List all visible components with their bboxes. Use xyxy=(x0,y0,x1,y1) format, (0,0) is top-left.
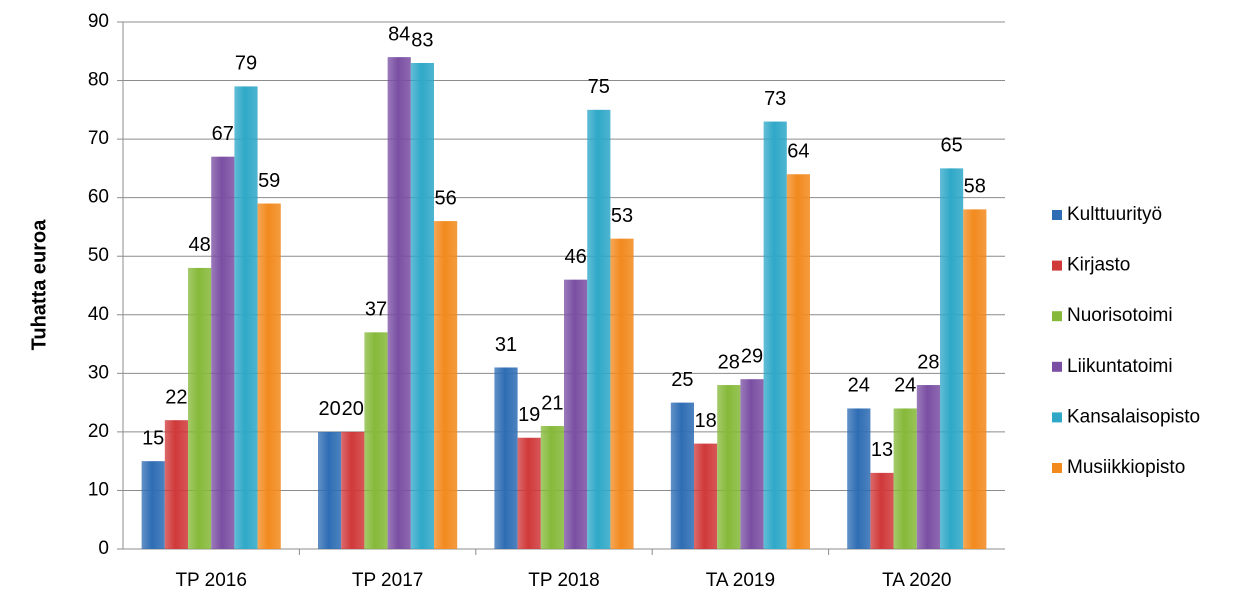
bar xyxy=(387,57,411,550)
bar xyxy=(740,379,764,549)
bar xyxy=(364,332,388,549)
legend-label: Musiikkiopisto xyxy=(1067,457,1185,478)
y-tick-label: 40 xyxy=(88,304,109,325)
y-tick-label: 90 xyxy=(88,11,109,32)
y-tick-label: 0 xyxy=(98,538,109,559)
data-label: 24 xyxy=(894,375,916,397)
data-label: 73 xyxy=(764,88,786,110)
bar xyxy=(141,461,165,549)
bar xyxy=(517,437,541,549)
data-label: 64 xyxy=(787,141,809,163)
legend-label: Kirjasto xyxy=(1067,255,1130,276)
y-tick-label: 10 xyxy=(88,479,109,500)
bar xyxy=(694,443,718,549)
legend-label: Nuorisotoimi xyxy=(1067,305,1173,326)
bar xyxy=(318,431,342,549)
data-label: 20 xyxy=(342,398,364,420)
legend-swatch xyxy=(1052,311,1062,322)
bar xyxy=(341,431,365,549)
bar xyxy=(410,62,434,549)
bar xyxy=(940,168,964,549)
data-label: 79 xyxy=(235,53,257,75)
data-label: 75 xyxy=(588,76,610,98)
bar xyxy=(494,367,518,549)
data-label: 20 xyxy=(318,398,340,420)
data-label: 65 xyxy=(940,135,962,157)
y-tick-label: 80 xyxy=(88,70,109,91)
data-label: 31 xyxy=(495,334,517,356)
data-label: 67 xyxy=(212,123,234,145)
bar xyxy=(717,385,741,549)
bar xyxy=(257,203,281,549)
legend-swatch xyxy=(1052,260,1062,271)
bar xyxy=(870,472,894,549)
bar xyxy=(564,279,588,549)
bar xyxy=(786,174,810,549)
data-label: 22 xyxy=(165,386,187,408)
legend-swatch xyxy=(1052,463,1062,473)
data-label: 19 xyxy=(518,404,540,426)
legend-label: Liikuntatoimi xyxy=(1067,356,1173,377)
bar xyxy=(847,408,871,549)
y-axis-label: Tuhatta euroa xyxy=(28,219,50,351)
bar xyxy=(670,402,694,549)
bar xyxy=(188,267,212,549)
bar xyxy=(434,221,458,550)
x-tick-label: TA 2020 xyxy=(882,570,951,591)
data-label: 18 xyxy=(694,410,716,432)
data-label: 84 xyxy=(388,23,410,45)
x-tick-label: TP 2017 xyxy=(352,570,423,591)
data-label: 48 xyxy=(188,234,210,256)
bar xyxy=(540,426,564,549)
data-label: 21 xyxy=(541,392,563,414)
bar xyxy=(164,420,188,549)
x-tick-label: TA 2019 xyxy=(706,570,775,591)
data-label: 15 xyxy=(142,427,164,449)
bar xyxy=(234,86,258,550)
data-label: 59 xyxy=(258,170,280,192)
y-tick-label: 60 xyxy=(88,187,109,208)
legend-label: Kulttuurityö xyxy=(1067,204,1162,225)
data-label: 46 xyxy=(564,246,586,268)
data-label: 28 xyxy=(917,351,939,373)
data-label: 25 xyxy=(671,369,693,391)
data-label: 56 xyxy=(434,187,456,209)
legend-swatch xyxy=(1052,412,1062,423)
bar xyxy=(963,209,987,549)
data-label: 58 xyxy=(964,176,986,198)
legend-swatch xyxy=(1052,361,1062,372)
bar xyxy=(211,156,235,549)
data-label: 29 xyxy=(741,345,763,367)
bar xyxy=(893,408,917,549)
y-tick-label: 30 xyxy=(88,362,109,383)
y-tick-label: 20 xyxy=(88,421,109,442)
bar xyxy=(610,238,634,549)
x-tick-label: TP 2018 xyxy=(528,570,599,591)
bar xyxy=(587,109,611,549)
y-tick-label: 70 xyxy=(88,128,109,149)
x-tick-label: TP 2016 xyxy=(175,570,246,591)
data-label: 53 xyxy=(611,205,633,227)
data-label: 37 xyxy=(365,299,387,321)
y-tick-label: 50 xyxy=(88,245,109,266)
data-label: 83 xyxy=(411,29,433,51)
data-label: 24 xyxy=(848,375,870,397)
legend-label: Kansalaisopisto xyxy=(1067,406,1200,427)
data-label: 28 xyxy=(718,351,740,373)
legend-swatch xyxy=(1052,210,1062,220)
bar xyxy=(916,385,940,549)
bar xyxy=(763,121,787,550)
data-label: 13 xyxy=(871,439,893,461)
